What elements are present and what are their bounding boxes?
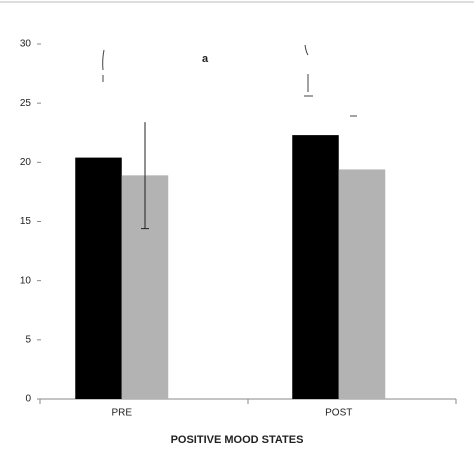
x-tick-label: POST bbox=[325, 408, 352, 419]
artifact bbox=[102, 49, 105, 82]
y-tick-label: 5 bbox=[25, 334, 31, 345]
x-axis-title: POSITIVE MOOD STATES bbox=[171, 434, 304, 446]
y-tick-label: 15 bbox=[20, 216, 32, 227]
bar bbox=[338, 169, 386, 399]
annotation: a bbox=[202, 53, 209, 65]
x-tick-label: PRE bbox=[111, 408, 132, 419]
y-tick-label: 30 bbox=[20, 39, 32, 50]
y-tick-label: 10 bbox=[20, 275, 32, 286]
y-tick-label: 25 bbox=[20, 98, 32, 109]
y-tick-label: 0 bbox=[25, 394, 31, 405]
bar bbox=[75, 157, 122, 399]
bar bbox=[292, 135, 339, 399]
artifact bbox=[304, 44, 357, 117]
y-tick-label: 20 bbox=[20, 157, 32, 168]
